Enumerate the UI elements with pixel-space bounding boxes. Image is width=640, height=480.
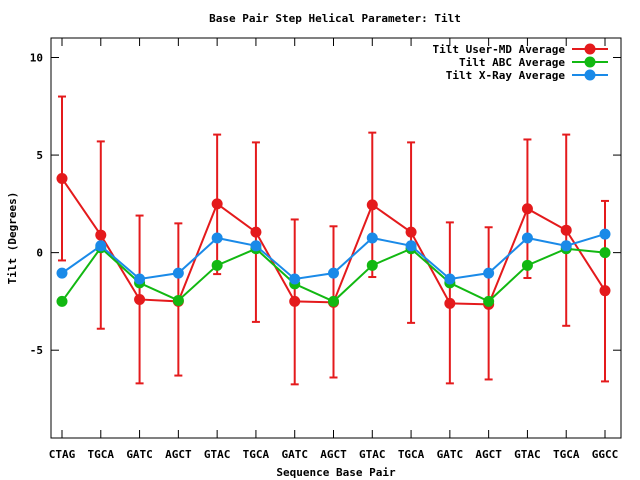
legend-label: Tilt ABC Average <box>459 56 565 69</box>
data-point <box>560 240 572 252</box>
x-tick-label: AGCT <box>320 448 347 461</box>
data-point <box>172 267 184 279</box>
data-point <box>289 295 301 307</box>
data-point <box>521 203 533 215</box>
data-point <box>211 259 223 271</box>
x-tick-label: GTAC <box>204 448 231 461</box>
y-axis: 10 5 0 -5 <box>30 52 621 357</box>
data-point <box>211 198 223 210</box>
data-point <box>560 224 572 236</box>
data-point <box>289 273 301 285</box>
x-axis-label: Sequence Base Pair <box>276 466 396 479</box>
series-layer <box>56 95 611 386</box>
x-tick-label: GTAC <box>514 448 541 461</box>
data-point <box>599 228 611 240</box>
y-tick-label: -5 <box>30 344 43 357</box>
x-axis: CTAG TGCA GATC AGCT GTAC TGCA GATC AGCT GTAC TGCA… <box>49 38 619 461</box>
x-tick-label: TGCA <box>398 448 425 461</box>
data-point <box>521 232 533 244</box>
data-point <box>250 240 262 252</box>
data-point <box>483 267 495 279</box>
legend-label: Tilt User-MD Average <box>433 43 566 56</box>
data-point <box>56 295 68 307</box>
data-point <box>366 199 378 211</box>
y-tick-label: 0 <box>36 247 43 260</box>
legend-label: Tilt X-Ray Average <box>446 69 566 82</box>
data-point <box>172 294 184 306</box>
y-axis-label: Tilt (Degrees) <box>6 192 19 285</box>
x-tick-label: GATC <box>437 448 464 461</box>
x-tick-label: AGCT <box>475 448 502 461</box>
data-point <box>134 273 146 285</box>
data-point <box>134 293 146 305</box>
data-point <box>405 240 417 252</box>
data-point <box>405 226 417 238</box>
chart-title: Base Pair Step Helical Parameter: Tilt <box>209 12 461 25</box>
legend-marker <box>584 56 596 68</box>
x-tick-label: GATC <box>281 448 308 461</box>
x-tick-label: TGCA <box>88 448 115 461</box>
legend-marker <box>584 69 596 81</box>
series-3 <box>56 228 611 285</box>
data-point <box>328 267 339 279</box>
x-tick-label: AGCT <box>165 448 192 461</box>
data-point <box>444 297 456 309</box>
x-tick-label: TGCA <box>553 448 580 461</box>
x-tick-label: GTAC <box>359 448 386 461</box>
data-point <box>95 240 107 252</box>
x-tick-label: GATC <box>126 448 153 461</box>
data-point <box>328 295 339 307</box>
data-point <box>599 285 611 297</box>
data-point <box>366 259 378 271</box>
x-tick-label: TGCA <box>243 448 270 461</box>
x-tick-label: CTAG <box>49 448 76 461</box>
data-point <box>211 232 223 244</box>
data-point <box>444 273 456 285</box>
y-tick-label: 10 <box>30 52 43 65</box>
data-point <box>56 267 68 279</box>
data-point <box>483 295 495 307</box>
x-tick-label: GGCC <box>592 448 619 461</box>
legend-marker <box>584 43 596 55</box>
data-point <box>599 247 611 259</box>
data-point <box>56 172 68 184</box>
data-point <box>366 232 378 244</box>
data-point <box>250 226 262 238</box>
data-point <box>95 229 107 241</box>
plot-frame <box>50 37 622 439</box>
y-tick-label: 5 <box>36 149 43 162</box>
data-point <box>521 259 533 271</box>
